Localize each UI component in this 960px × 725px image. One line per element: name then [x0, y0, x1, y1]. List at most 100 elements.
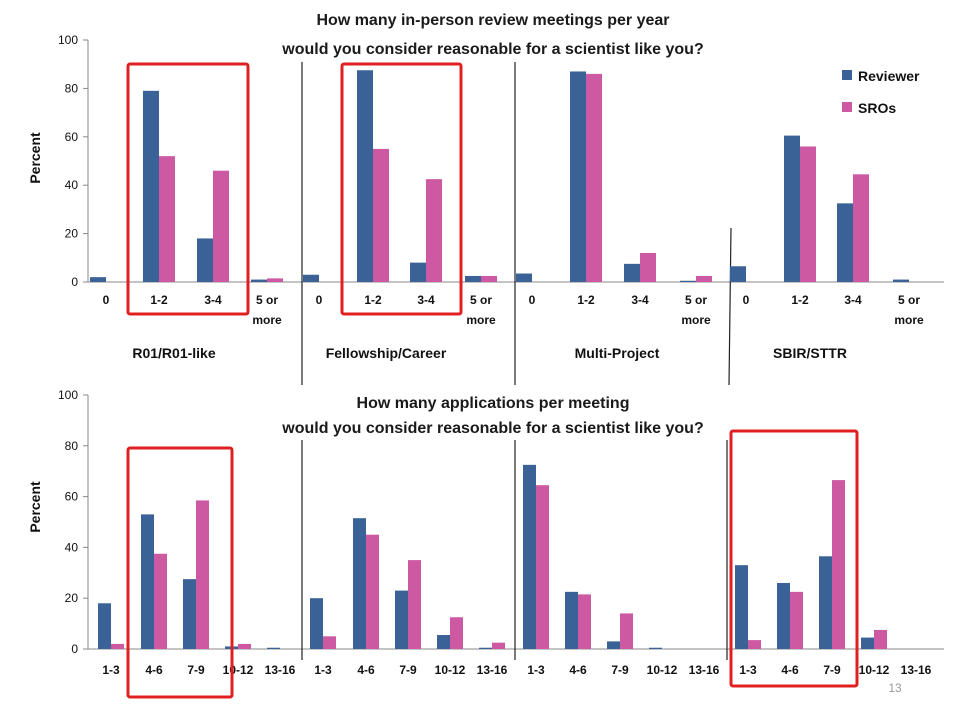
- bar-reviewer: [735, 565, 748, 649]
- bar-sros: [481, 275, 497, 282]
- bar-sros: [154, 553, 167, 649]
- x-tick-label: more: [681, 313, 711, 327]
- bar-reviewer: [353, 518, 366, 649]
- x-tick-label: 13-16: [901, 663, 932, 677]
- highlight-box: [126, 62, 250, 316]
- x-tick-label: 0: [103, 293, 110, 307]
- chart-title-line-1: How many in-person review meetings per y…: [316, 12, 669, 29]
- x-tick-label: 7-9: [399, 663, 417, 677]
- x-tick-label: 13-16: [265, 663, 296, 677]
- bar-sros: [696, 275, 712, 282]
- bar-reviewer: [819, 556, 832, 649]
- chart-panel-2: How many applications per meeting would y…: [27, 388, 944, 699]
- y-tick-label: 80: [65, 81, 79, 95]
- bar-sros: [492, 642, 505, 649]
- bar-reviewer: [516, 273, 532, 282]
- y-tick-label: 60: [65, 130, 79, 144]
- y-tick-label: 20: [65, 591, 79, 605]
- bar-reviewer: [251, 279, 267, 282]
- y-tick-label: 80: [65, 439, 79, 453]
- x-tick-label: 4-6: [357, 663, 375, 677]
- legend-label-reviewer: Reviewer: [858, 68, 920, 84]
- bar-reviewer: [183, 579, 196, 649]
- x-tick-label: 4-6: [781, 663, 799, 677]
- x-tick-label: more: [252, 313, 282, 327]
- x-tick-label: 4-6: [145, 663, 163, 677]
- y-axis-label: Percent: [27, 481, 43, 533]
- y-axis-label: Percent: [27, 132, 43, 184]
- bar-sros: [450, 617, 463, 649]
- x-tick-label: 5 or: [256, 293, 278, 307]
- x-tick-label: 3-4: [417, 293, 435, 307]
- bar-sros: [620, 613, 633, 649]
- x-tick-label: 3-4: [844, 293, 862, 307]
- highlight-box: [126, 446, 234, 699]
- x-tick-label: 3-4: [631, 293, 649, 307]
- x-tick-label: 5 or: [685, 293, 707, 307]
- bar-sros: [238, 643, 251, 649]
- x-tick-label: 5 or: [898, 293, 920, 307]
- x-tick-label: 0: [529, 293, 536, 307]
- x-tick-label: 10-12: [647, 663, 678, 677]
- x-tick-label: 10-12: [223, 663, 254, 677]
- bar-sros: [366, 534, 379, 649]
- y-tick-label: 100: [58, 33, 78, 47]
- bar-sros: [640, 252, 656, 282]
- bar-reviewer: [410, 262, 426, 282]
- y-tick-label: 60: [65, 490, 79, 504]
- bar-reviewer: [730, 266, 746, 282]
- group-label: R01/R01-like: [132, 345, 215, 361]
- bar-reviewer: [565, 591, 578, 649]
- bar-reviewer: [777, 582, 790, 649]
- bar-reviewer: [837, 203, 853, 282]
- x-tick-label: 10-12: [859, 663, 890, 677]
- bar-reviewer: [784, 135, 800, 282]
- bar-reviewer: [624, 263, 640, 282]
- chart-panel-1: How many in-person review meetings per y…: [27, 12, 944, 386]
- bar-sros: [213, 170, 229, 282]
- bar-reviewer: [680, 280, 696, 282]
- x-tick-label: 7-9: [187, 663, 205, 677]
- bar-reviewer: [570, 71, 586, 283]
- bar-sros: [111, 643, 124, 649]
- bar-reviewer: [267, 647, 280, 649]
- bar-reviewer: [98, 603, 111, 649]
- x-tick-label: 4-6: [569, 663, 587, 677]
- bar-reviewer: [395, 590, 408, 649]
- bar-reviewer: [523, 464, 536, 649]
- y-tick-label: 40: [65, 540, 79, 554]
- x-tick-label: 13-16: [477, 663, 508, 677]
- bar-sros: [586, 73, 602, 282]
- bar-sros: [832, 480, 845, 649]
- x-tick-label: 7-9: [611, 663, 629, 677]
- x-tick-label: 5 or: [470, 293, 492, 307]
- legend-swatch-sros: [842, 102, 852, 112]
- legend-label-sros: SROs: [858, 100, 896, 116]
- x-tick-label: 1-2: [364, 293, 382, 307]
- x-tick-label: 13-16: [689, 663, 720, 677]
- bar-sros: [790, 591, 803, 649]
- bar-reviewer: [143, 90, 159, 282]
- chart-title-line-2: would you consider reasonable for a scie…: [281, 420, 703, 437]
- bar-sros: [800, 146, 816, 282]
- y-tick-label: 40: [65, 178, 79, 192]
- group-separator: [728, 227, 732, 386]
- bar-reviewer: [141, 514, 154, 649]
- bar-reviewer: [861, 637, 874, 649]
- bar-reviewer: [303, 274, 319, 282]
- y-tick-label: 20: [65, 227, 79, 241]
- bar-reviewer: [197, 238, 213, 282]
- bar-reviewer: [465, 275, 481, 282]
- bar-sros: [373, 148, 389, 282]
- bar-sros: [426, 179, 442, 282]
- bar-sros: [323, 636, 336, 649]
- x-tick-label: 1-3: [527, 663, 545, 677]
- bar-sros: [853, 174, 869, 282]
- bar-reviewer: [437, 635, 450, 649]
- y-tick-label: 0: [71, 642, 78, 656]
- bar-sros: [578, 594, 591, 649]
- group-label: Fellowship/Career: [326, 345, 447, 361]
- x-tick-label: 1-3: [102, 663, 120, 677]
